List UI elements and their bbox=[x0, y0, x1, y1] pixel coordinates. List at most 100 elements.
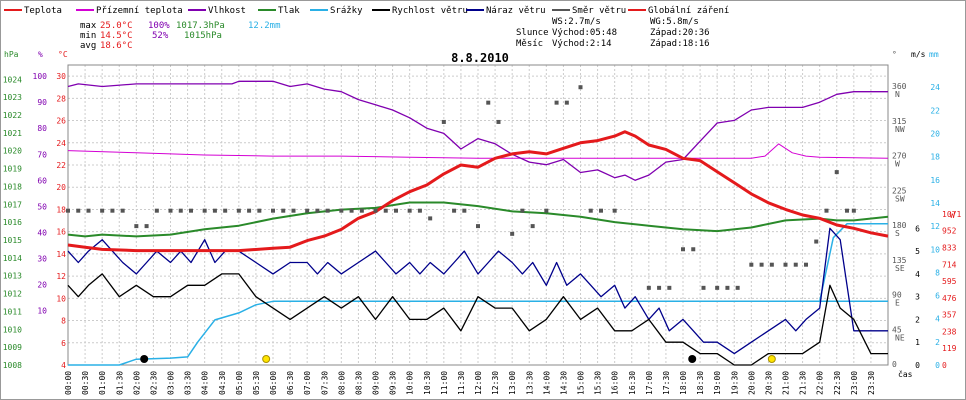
wind-direction-point bbox=[599, 208, 603, 213]
wind-direction-point bbox=[725, 285, 730, 290]
tick-label-time: 06:00 bbox=[269, 371, 278, 395]
tick-label-time: 12:30 bbox=[491, 371, 500, 395]
wind-direction-point bbox=[349, 208, 354, 213]
unit-degc: °C bbox=[58, 50, 68, 59]
tick-label-pct: 40 bbox=[37, 228, 47, 237]
tick-label-radiation: 476 bbox=[942, 294, 957, 303]
wind-direction-point bbox=[681, 247, 685, 252]
wind-direction-point bbox=[247, 208, 252, 213]
wind-direction-point bbox=[462, 208, 467, 213]
sun-label: Slunce bbox=[516, 28, 549, 38]
tick-label-direction-name: W bbox=[895, 160, 900, 169]
stat-avg-label: avg bbox=[80, 41, 96, 51]
svg-text:Vlhkost: Vlhkost bbox=[208, 6, 246, 16]
tick-label-ms: 6 bbox=[915, 224, 920, 233]
wind-direction-point bbox=[154, 208, 159, 213]
tick-label-ms: 3 bbox=[915, 293, 920, 302]
wind-direction-point bbox=[793, 262, 798, 267]
tick-label-mm: 4 bbox=[935, 315, 940, 324]
series-temperature bbox=[67, 130, 889, 253]
tick-label-time: 01:00 bbox=[98, 371, 107, 395]
wind-direction-point bbox=[691, 247, 696, 252]
wind-gust-info: WG:5.8m/s bbox=[650, 17, 699, 27]
tick-label-time: 21:30 bbox=[799, 371, 808, 395]
svg-text:Náraz větru: Náraz větru bbox=[486, 6, 546, 16]
wind-direction-point bbox=[394, 208, 398, 213]
wind-direction-point bbox=[749, 262, 754, 267]
wind-direction-point bbox=[544, 208, 549, 213]
tick-label-time: 07:30 bbox=[320, 371, 329, 395]
tick-label-pct: 80 bbox=[37, 124, 47, 133]
wind-direction-point bbox=[383, 208, 388, 213]
tick-label-hpa: 1012 bbox=[3, 290, 22, 299]
tick-label-radiation: 119 bbox=[942, 344, 957, 353]
tick-label-direction: 0 bbox=[892, 360, 897, 369]
tick-label-direction-name: S bbox=[895, 229, 900, 238]
moon-set: Západ:18:16 bbox=[650, 39, 710, 49]
tick-label-time: 02:00 bbox=[132, 371, 141, 395]
tick-label-ms: 0 bbox=[915, 361, 920, 370]
wind-direction-point bbox=[510, 231, 515, 236]
wind-direction-point bbox=[759, 262, 764, 267]
grid bbox=[67, 64, 889, 366]
tick-label-mm: 22 bbox=[930, 106, 940, 115]
tick-label-time: 10:00 bbox=[406, 371, 415, 395]
tick-label-time: 00:00 bbox=[64, 371, 73, 395]
sunset-icon bbox=[767, 355, 776, 363]
tick-label-degc: 10 bbox=[56, 294, 66, 303]
tick-label-time: 19:30 bbox=[730, 371, 739, 395]
tick-label-time: 14:00 bbox=[542, 371, 551, 395]
tick-label-radiation: 595 bbox=[942, 277, 957, 286]
tick-label-mm: 16 bbox=[930, 176, 940, 185]
unit-ms: m/s bbox=[911, 50, 926, 59]
tick-label-ms: 5 bbox=[915, 247, 920, 256]
wind-direction-point bbox=[110, 208, 115, 213]
wind-direction-point bbox=[134, 224, 139, 229]
tick-label-time: 02:30 bbox=[149, 371, 158, 395]
tick-label-hpa: 1022 bbox=[3, 111, 22, 120]
wind-direction-point bbox=[441, 119, 446, 124]
tick-label-radiation: 1071 bbox=[942, 210, 961, 219]
stat-max-label: max bbox=[80, 21, 97, 31]
tick-label-pct: 60 bbox=[37, 176, 47, 185]
tick-label-hpa: 1023 bbox=[3, 93, 22, 102]
wind-direction-point bbox=[76, 208, 81, 213]
wind-direction-point bbox=[588, 208, 593, 213]
series-wind-gust bbox=[67, 227, 888, 355]
tick-label-pct: 30 bbox=[37, 254, 47, 263]
wind-direction-point bbox=[845, 208, 849, 213]
tick-label-time: 18:30 bbox=[696, 371, 705, 395]
wind-direction-point bbox=[814, 239, 819, 244]
chart-title: 8.8.2010 bbox=[451, 51, 509, 65]
wind-direction-point bbox=[417, 208, 422, 213]
unit-w: W bbox=[950, 211, 955, 220]
tick-label-hpa: 1010 bbox=[3, 325, 22, 334]
stat-max-hum: 100% bbox=[148, 21, 170, 31]
tick-label-time: 08:00 bbox=[337, 371, 346, 395]
wind-direction-point bbox=[646, 285, 651, 290]
tick-label-time: 11:00 bbox=[440, 371, 449, 395]
stat-max-temp: 25.0°C bbox=[100, 21, 133, 31]
svg-text:Přízemní teplota: Přízemní teplota bbox=[96, 6, 183, 16]
tick-label-mm: 0 bbox=[935, 361, 940, 370]
legend-tlak: Tlak bbox=[258, 6, 300, 16]
tick-label-hpa: 1018 bbox=[3, 182, 22, 191]
moonset-icon bbox=[688, 355, 697, 363]
tick-label-mm: 10 bbox=[930, 245, 940, 254]
tick-label-direction-name: SE bbox=[895, 264, 905, 273]
unit-hpa: hPa bbox=[4, 50, 19, 59]
markers bbox=[140, 355, 776, 363]
tick-label-degc: 8 bbox=[61, 317, 66, 326]
tick-label-degc: 24 bbox=[56, 139, 66, 148]
tick-label-time: 22:30 bbox=[833, 371, 842, 395]
svg-text:Tlak: Tlak bbox=[278, 6, 300, 16]
wind-direction-point bbox=[202, 208, 207, 213]
tick-label-direction: 315 bbox=[892, 117, 907, 126]
tick-label-hpa: 1021 bbox=[3, 129, 22, 138]
tick-label-mm: 8 bbox=[935, 268, 940, 277]
wind-direction-point bbox=[305, 208, 310, 213]
stat-min-label: min bbox=[80, 31, 96, 41]
tick-label-direction: 180 bbox=[892, 221, 907, 230]
legend-smer-vetru: Směr větru bbox=[552, 6, 626, 16]
sun-set: Západ:20:36 bbox=[650, 28, 710, 38]
